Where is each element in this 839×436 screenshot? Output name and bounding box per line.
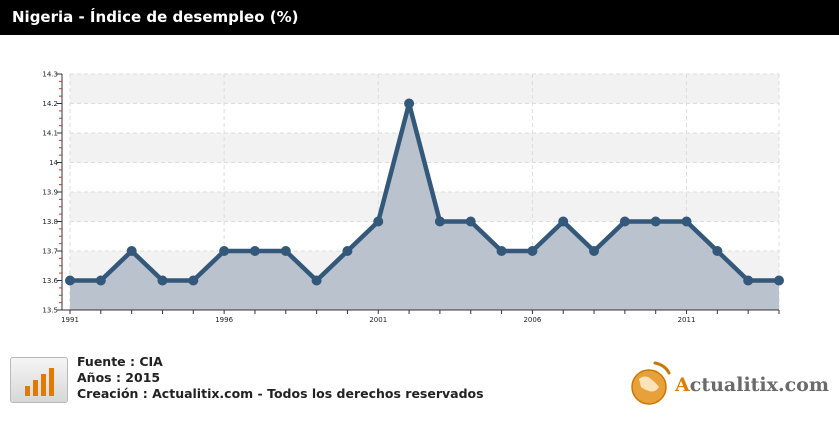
axes [57,73,780,314]
x-tick-label: 1991 [61,316,79,324]
chart-title: Nigeria - Índice de desempleo (%) [12,8,299,26]
data-point [465,216,476,227]
data-point [404,98,415,109]
data-point [188,275,199,286]
actualitix-logo[interactable]: Actualitix.com [627,357,829,407]
x-tick-label: 1996 [215,316,233,324]
area-fill [70,103,779,310]
y-tick-label: 13.8 [42,218,58,226]
y-tick-label: 14.1 [42,130,58,138]
y-tick-label: 14.2 [42,100,58,108]
data-point [95,275,106,286]
data-point [681,216,692,227]
data-point [373,216,384,227]
years-text: Años : 2015 [77,370,161,385]
brand-name: Actualitix.com [675,374,829,396]
data-point [126,246,137,256]
footer: Fuente : CIA Años : 2015 Creación : Actu… [0,352,839,436]
area-series [70,101,779,310]
tick-labels: 13.5 13.6 13.7 13.8 13.9 14 14.1 14.2 14.3 1991 19… [42,71,695,325]
data-point [589,246,600,256]
bar-chart-icon [10,357,68,403]
data-point [774,275,784,286]
credit-text: Creación : Actualitix.com - Todos los de… [77,386,484,401]
data-point [280,246,291,256]
data-point [157,275,168,286]
data-point [527,246,538,256]
data-points [65,98,784,286]
y-tick-label: 13.7 [42,248,58,256]
data-point [342,246,353,256]
y-tick-label: 13.5 [42,307,58,315]
y-tick-label: 13.6 [42,277,58,285]
footer-info: Fuente : CIA Años : 2015 Creación : Actu… [77,354,484,402]
grid-band [70,74,779,104]
y-tick-label: 14.3 [42,71,58,79]
data-point [434,216,445,227]
series-line [70,101,779,283]
y-tick-label: 14 [49,159,58,167]
x-tick-label: 2006 [523,316,541,324]
chart-header: Nigeria - Índice de desempleo (%) [0,0,839,35]
data-point [712,246,723,256]
data-point [619,216,630,227]
x-tick-label: 2011 [678,316,696,324]
x-tick-label: 2001 [369,316,387,324]
area-chart: 13.5 13.6 13.7 13.8 13.9 14 14.1 14.2 14.3 1991 19… [42,71,784,325]
data-point [558,216,569,227]
y-tick-label: 13.9 [42,189,58,197]
data-point [249,246,260,256]
data-point [65,275,75,286]
source-text: Fuente : CIA [77,354,163,369]
data-point [311,275,322,286]
data-point [743,275,754,286]
globe-icon [631,361,671,405]
data-point [496,246,507,256]
data-point [650,216,661,227]
data-point [219,246,230,256]
